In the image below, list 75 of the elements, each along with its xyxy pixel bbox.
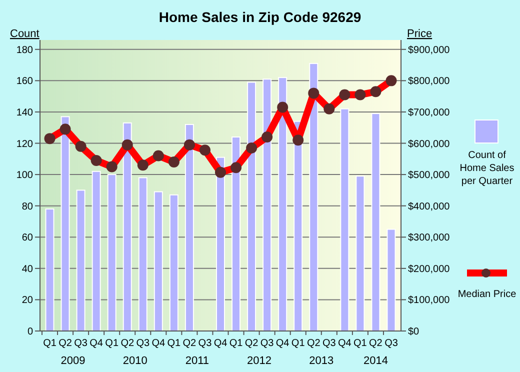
x-tick-label: Q2 [244, 338, 259, 349]
bar [107, 174, 116, 332]
x-tick-label: Q1 [167, 338, 182, 349]
bar [309, 62, 318, 332]
bar [216, 156, 225, 332]
bar [294, 120, 303, 332]
y-tick-label: 100 [16, 170, 34, 182]
bar [278, 77, 288, 332]
x-tick-label: Q2 [58, 338, 72, 349]
bar [262, 78, 272, 332]
y2-tick-label: $300,000 [408, 232, 450, 244]
y2-tick-label: $700,000 [408, 107, 450, 118]
y2-tick-label: $400,000 [408, 201, 450, 212]
x-tick-label: Q4 [338, 338, 352, 349]
x-tick-label: Q1 [291, 338, 306, 349]
bar [184, 124, 194, 332]
x-tick-label: Q4 [90, 338, 104, 349]
y-tick-label: 40 [22, 264, 34, 275]
x-tick-label: Q3 [260, 338, 274, 349]
y2-tick-label: $0 [408, 326, 420, 338]
legend-label: Median Price [458, 289, 517, 300]
bar [76, 190, 86, 332]
x-tick-label: Q3 [136, 338, 150, 349]
y-axis-title: Count [10, 28, 40, 40]
x-tick-label: Q2 [182, 338, 197, 349]
text: 2014 [363, 355, 388, 367]
bar [371, 113, 380, 332]
bar [138, 177, 148, 332]
y2-tick-label: $800,000 [408, 76, 450, 88]
x-tick-label: Q4 [214, 338, 228, 349]
text: 2009 [60, 355, 86, 367]
bar [247, 82, 256, 332]
x-tick-label: Q3 [74, 338, 88, 349]
bar [386, 228, 396, 332]
y-tick-label: 20 [22, 295, 34, 306]
x-tick-label: Q2 [369, 338, 383, 349]
bar [232, 136, 241, 332]
bar [45, 208, 54, 332]
y2-tick-label: $500,000 [408, 170, 450, 182]
x-tick-label: Q2 [120, 338, 134, 349]
x-tick-label: Q3 [322, 338, 336, 349]
y-tick-label: 0 [27, 326, 34, 338]
x-tick-label: Q1 [105, 338, 119, 349]
y-tick-label: 160 [16, 76, 34, 88]
text: 2012 [247, 355, 272, 367]
text: 2013 [309, 355, 334, 367]
x-tick-label: Q4 [152, 338, 166, 349]
y-tick-label: 120 [16, 138, 34, 150]
y2-tick-label: $200,000 [408, 264, 450, 275]
bar [122, 122, 132, 332]
x-tick-label: Q1 [43, 338, 57, 349]
text: 2011 [185, 355, 210, 367]
chart-title: Home Sales in Zip Code 92629 [158, 9, 362, 25]
bar [154, 191, 163, 332]
x-tick-label: Q3 [384, 338, 398, 349]
y-tick-label: 140 [16, 107, 34, 118]
bar [92, 170, 101, 332]
legend-label: Count of Home Sales per Quarter [460, 150, 514, 187]
bar [60, 116, 70, 332]
x-tick-label: Q1 [354, 338, 368, 349]
x-tick-label: Q1 [229, 338, 244, 349]
y2-tick-label: $100,000 [408, 295, 450, 306]
bar [340, 108, 350, 332]
bar [356, 176, 365, 332]
y2-tick-label: $600,000 [408, 138, 450, 150]
x-tick-label: Q3 [198, 338, 212, 349]
text: 2010 [122, 355, 148, 367]
y-tick-label: 60 [22, 232, 34, 244]
y-tick-label: 80 [22, 201, 34, 212]
bar [169, 194, 178, 332]
y2-tick-label: $900,000 [408, 44, 450, 56]
y-tick-label: 180 [16, 44, 34, 56]
x-tick-label: Q4 [276, 338, 290, 349]
y2-axis-title: Price [407, 28, 432, 40]
x-tick-label: Q2 [306, 338, 321, 349]
